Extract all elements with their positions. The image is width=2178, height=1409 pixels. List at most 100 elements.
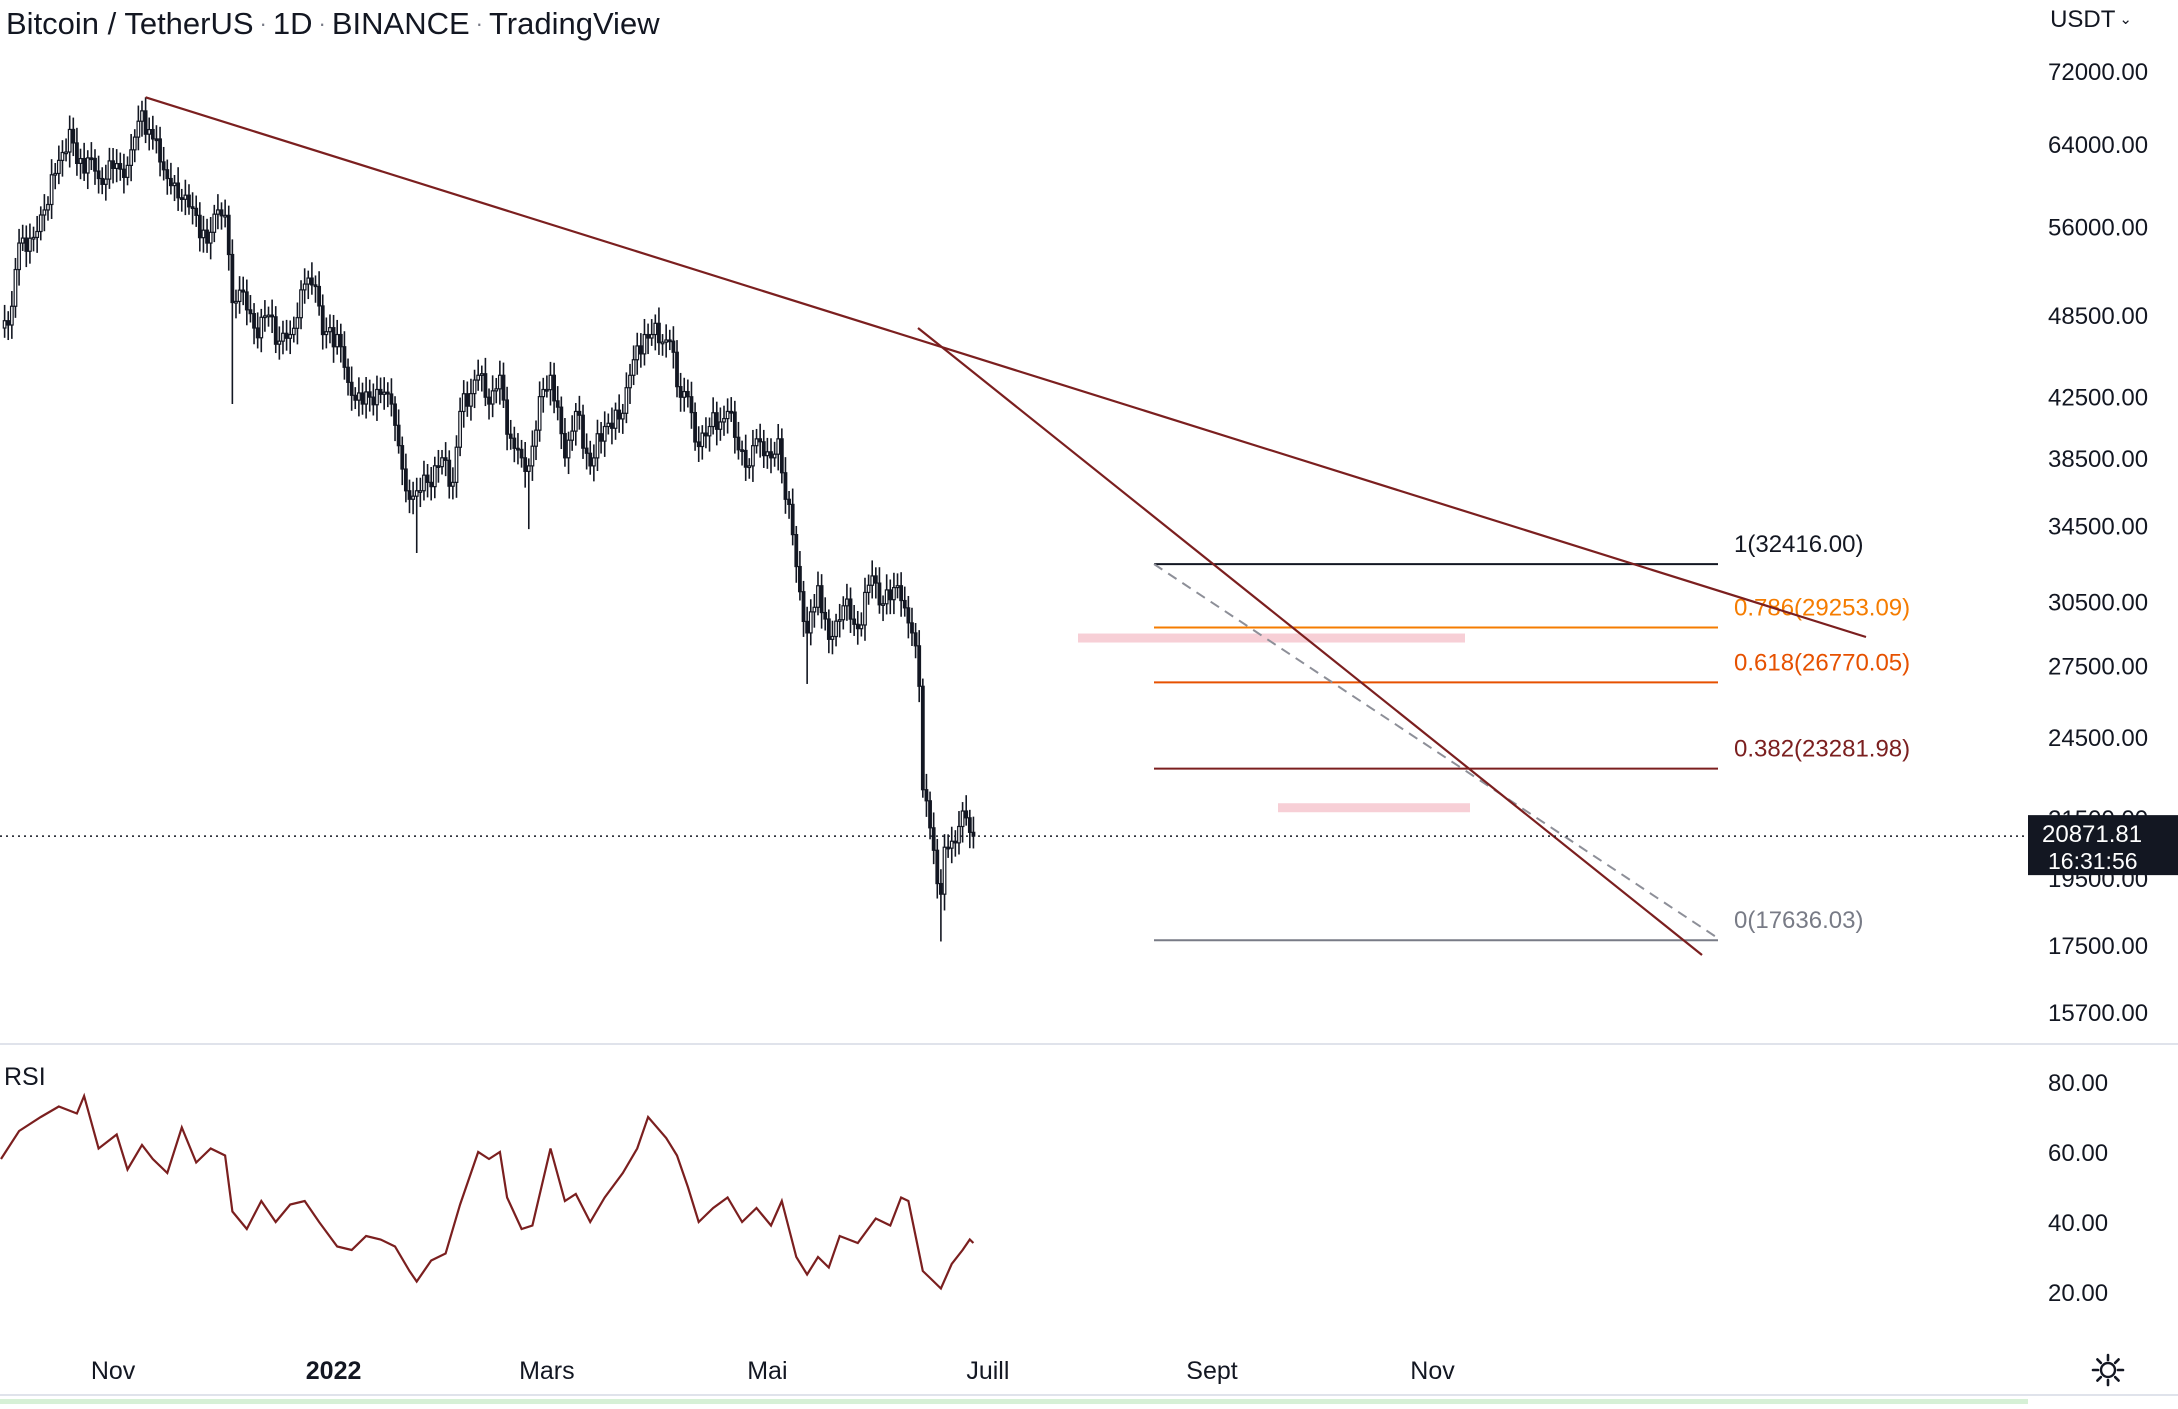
candle[interactable] xyxy=(748,458,751,479)
candle[interactable] xyxy=(661,334,664,356)
candle[interactable] xyxy=(166,160,169,195)
candle[interactable] xyxy=(455,435,458,498)
candle[interactable] xyxy=(180,189,183,212)
candle[interactable] xyxy=(123,154,126,194)
candle[interactable] xyxy=(632,345,635,385)
candle[interactable] xyxy=(614,403,617,440)
candle[interactable] xyxy=(155,125,158,153)
candle[interactable] xyxy=(806,607,809,684)
candle[interactable] xyxy=(958,811,961,854)
candle[interactable] xyxy=(347,359,350,396)
candle[interactable] xyxy=(340,324,343,363)
candle[interactable] xyxy=(159,127,162,177)
candle[interactable] xyxy=(502,363,505,408)
candle[interactable] xyxy=(260,309,263,352)
candle[interactable] xyxy=(480,366,483,392)
candle[interactable] xyxy=(882,595,885,621)
candle[interactable] xyxy=(875,567,878,598)
candle[interactable] xyxy=(950,827,953,863)
candle[interactable] xyxy=(383,377,386,410)
candle[interactable] xyxy=(11,291,14,339)
candle[interactable] xyxy=(546,375,549,397)
candle[interactable] xyxy=(79,149,82,180)
candle[interactable] xyxy=(36,216,39,253)
candle[interactable] xyxy=(585,433,588,469)
candle[interactable] xyxy=(668,330,671,350)
candle[interactable] xyxy=(640,333,643,368)
candle[interactable] xyxy=(133,129,136,162)
candle[interactable] xyxy=(484,358,487,406)
candle[interactable] xyxy=(54,163,57,189)
candle[interactable] xyxy=(712,397,715,434)
candle[interactable] xyxy=(846,584,849,621)
candle[interactable] xyxy=(213,205,216,242)
candle[interactable] xyxy=(32,227,35,252)
candle[interactable] xyxy=(495,378,498,403)
candle[interactable] xyxy=(932,812,935,864)
candle[interactable] xyxy=(922,679,925,798)
candle[interactable] xyxy=(318,271,321,315)
candle[interactable] xyxy=(542,378,545,413)
candle[interactable] xyxy=(188,184,191,215)
candle[interactable] xyxy=(217,194,220,229)
candle[interactable] xyxy=(253,303,256,344)
candle[interactable] xyxy=(397,409,400,453)
candle[interactable] xyxy=(871,560,874,598)
candle[interactable] xyxy=(654,314,657,350)
candle[interactable] xyxy=(372,383,375,415)
candle[interactable] xyxy=(650,319,653,346)
candle[interactable] xyxy=(788,491,791,519)
candle[interactable] xyxy=(878,567,881,614)
candle[interactable] xyxy=(708,418,711,452)
candle[interactable] xyxy=(723,406,726,436)
candle[interactable] xyxy=(21,225,24,251)
candle[interactable] xyxy=(679,373,682,412)
candle[interactable] xyxy=(271,300,274,333)
candle[interactable] xyxy=(907,596,910,638)
candle[interactable] xyxy=(864,578,867,641)
candle[interactable] xyxy=(405,454,408,503)
candle[interactable] xyxy=(885,574,888,614)
candle[interactable] xyxy=(325,317,328,348)
candle[interactable] xyxy=(412,482,415,514)
candle[interactable] xyxy=(531,430,534,480)
candle[interactable] xyxy=(86,150,89,189)
candle[interactable] xyxy=(838,604,841,638)
candle[interactable] xyxy=(419,478,422,507)
candle[interactable] xyxy=(524,442,527,488)
candle[interactable] xyxy=(556,386,559,420)
interval-label[interactable]: 1D xyxy=(273,6,313,41)
candle[interactable] xyxy=(618,394,621,432)
candle[interactable] xyxy=(408,480,411,514)
candle[interactable] xyxy=(58,146,61,185)
candle[interactable] xyxy=(929,792,932,840)
candle[interactable] xyxy=(126,156,129,185)
candle[interactable] xyxy=(343,331,346,379)
candle[interactable] xyxy=(144,97,147,143)
candle[interactable] xyxy=(119,153,122,181)
candle[interactable] xyxy=(101,167,104,194)
candle[interactable] xyxy=(152,116,155,150)
candle[interactable] xyxy=(690,382,693,429)
candle[interactable] xyxy=(108,148,111,189)
candle[interactable] xyxy=(256,312,259,348)
candle[interactable] xyxy=(437,450,440,483)
candle[interactable] xyxy=(199,202,202,251)
candle[interactable] xyxy=(965,795,968,825)
candle[interactable] xyxy=(972,817,975,849)
candle[interactable] xyxy=(762,430,765,468)
candle[interactable] xyxy=(90,142,93,170)
candle[interactable] xyxy=(705,417,708,448)
candle[interactable] xyxy=(520,440,523,468)
candle[interactable] xyxy=(282,321,285,355)
candle[interactable] xyxy=(303,268,306,303)
candle[interactable] xyxy=(611,408,614,445)
candle[interactable] xyxy=(379,378,382,404)
candle[interactable] xyxy=(25,225,28,267)
candle[interactable] xyxy=(676,340,679,397)
candle[interactable] xyxy=(76,128,79,176)
candle[interactable] xyxy=(329,314,332,343)
candle[interactable] xyxy=(954,830,957,856)
candle[interactable] xyxy=(726,398,729,433)
